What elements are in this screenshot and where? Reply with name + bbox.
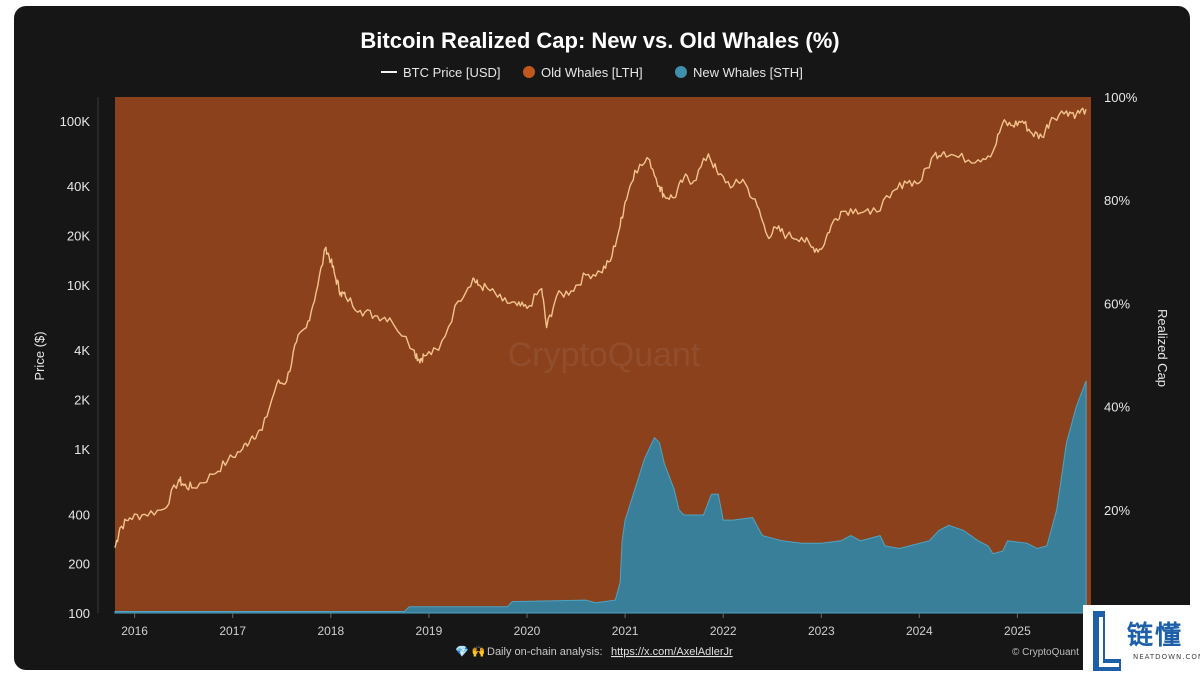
footer-icons: 💎 🙌 xyxy=(455,645,485,658)
right-tick-label: 20% xyxy=(1104,503,1130,518)
x-tick-label: 2018 xyxy=(317,624,344,638)
legend-label-new-whales[interactable]: New Whales [STH] xyxy=(693,65,803,80)
left-axis-ticks: 100K 40K 20K 10K 4K 2K 1K 400 200 100 xyxy=(60,114,91,621)
right-tick-label: 100% xyxy=(1104,90,1138,105)
legend-label-old-whales[interactable]: Old Whales [LTH] xyxy=(541,65,643,80)
chart: Bitcoin Realized Cap: New vs. Old Whales… xyxy=(32,28,1170,658)
x-tick-label: 2025 xyxy=(1004,624,1031,638)
left-tick-label: 10K xyxy=(67,278,90,293)
x-tick-label: 2019 xyxy=(416,624,443,638)
x-tick-label: 2021 xyxy=(612,624,639,638)
plot-area xyxy=(115,97,1091,613)
x-axis-ticks: 2016 2017 2018 2019 2020 2021 2022 2023 2024 2025 xyxy=(121,613,1031,638)
x-tick-label: 2022 xyxy=(710,624,737,638)
footer-link[interactable]: https://x.com/AxelAdlerJr xyxy=(611,646,733,658)
logo-cn-text: 链懂 xyxy=(1127,621,1184,651)
logo-l-mark-icon: L xyxy=(1093,611,1121,671)
x-tick-label: 2024 xyxy=(906,624,933,638)
chart-frame: Bitcoin Realized Cap: New vs. Old Whales… xyxy=(14,6,1190,670)
left-tick-label: 40K xyxy=(67,179,90,194)
right-tick-label: 40% xyxy=(1104,400,1130,415)
watermark: CryptoQuant xyxy=(508,336,701,374)
right-axis-ticks: 100% 80% 60% 40% 20% xyxy=(1104,90,1138,518)
left-axis-label: Price ($) xyxy=(32,331,47,380)
site-logo: L 链懂 NEATDOWN.COM xyxy=(1083,605,1200,677)
legend-dot-old-whales xyxy=(523,66,535,78)
logo-en-text: NEATDOWN.COM xyxy=(1133,653,1200,661)
legend-label-btc-price[interactable]: BTC Price [USD] xyxy=(403,65,501,80)
new-whales-area-layer xyxy=(114,380,1087,614)
footer: 💎 🙌 Daily on-chain analysis: https://x.c… xyxy=(455,645,1079,658)
right-tick-label: 60% xyxy=(1104,296,1130,311)
right-tick-label: 80% xyxy=(1104,193,1130,208)
btc-price-line-layer xyxy=(114,107,1087,548)
chart-title: Bitcoin Realized Cap: New vs. Old Whales… xyxy=(360,28,839,53)
x-tick-label: 2016 xyxy=(121,624,148,638)
left-tick-label: 100K xyxy=(60,114,91,129)
btc-price-line xyxy=(114,107,1087,548)
legend: BTC Price [USD] Old Whales [LTH] New Wha… xyxy=(381,65,803,80)
logo-letter: L xyxy=(1095,628,1096,630)
x-tick-label: 2023 xyxy=(808,624,835,638)
new-whales-area xyxy=(114,380,1087,614)
left-tick-label: 200 xyxy=(68,557,90,572)
left-tick-label: 100 xyxy=(68,606,90,621)
legend-dot-new-whales xyxy=(675,66,687,78)
left-tick-label: 2K xyxy=(74,393,90,408)
copyright: © CryptoQuant xyxy=(1012,647,1079,658)
x-tick-label: 2017 xyxy=(219,624,246,638)
left-tick-label: 20K xyxy=(67,229,90,244)
right-axis-label: Realized Cap xyxy=(1155,309,1170,387)
x-tick-label: 2020 xyxy=(514,624,541,638)
left-tick-label: 4K xyxy=(74,343,90,358)
footer-text: Daily on-chain analysis: xyxy=(487,646,603,658)
left-tick-label: 400 xyxy=(68,507,90,522)
left-tick-label: 1K xyxy=(74,442,90,457)
